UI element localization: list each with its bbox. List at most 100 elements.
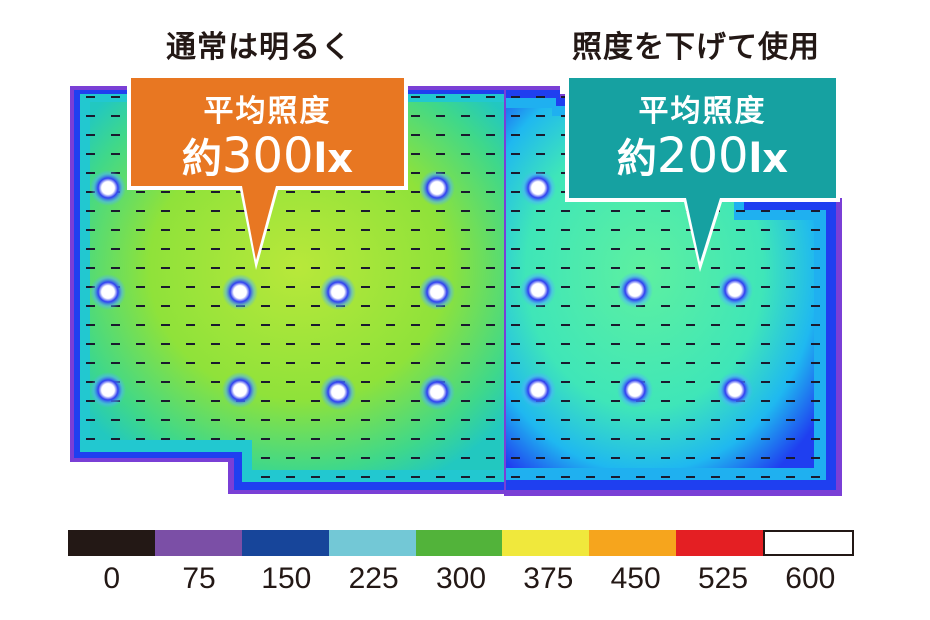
grid-dash bbox=[711, 362, 720, 364]
grid-dash bbox=[511, 381, 520, 383]
grid-dash bbox=[661, 381, 670, 383]
grid-dash bbox=[361, 286, 370, 288]
grid-dash bbox=[111, 115, 120, 117]
grid-dash bbox=[486, 324, 495, 326]
grid-dash bbox=[486, 191, 495, 193]
grid-dash bbox=[786, 267, 795, 269]
grid-dash bbox=[361, 267, 370, 269]
grid-dash bbox=[161, 419, 170, 421]
grid-dash bbox=[311, 191, 320, 193]
grid-dash bbox=[311, 248, 320, 250]
grid-dash bbox=[86, 96, 95, 98]
grid-dash bbox=[361, 210, 370, 212]
grid-dash bbox=[486, 381, 495, 383]
grid-dash bbox=[336, 343, 345, 345]
grid-dash bbox=[86, 400, 95, 402]
grid-dash bbox=[336, 457, 345, 459]
grid-dash bbox=[511, 172, 520, 174]
light-fixture bbox=[419, 274, 455, 310]
grid-dash bbox=[486, 286, 495, 288]
grid-dash bbox=[761, 362, 770, 364]
grid-dash bbox=[586, 362, 595, 364]
grid-dash bbox=[311, 381, 320, 383]
grid-dash bbox=[761, 381, 770, 383]
grid-dash bbox=[411, 172, 420, 174]
legend-swatch bbox=[676, 530, 764, 556]
grid-dash bbox=[336, 438, 345, 440]
grid-dash bbox=[461, 305, 470, 307]
grid-dash bbox=[711, 457, 720, 459]
grid-dash bbox=[111, 343, 120, 345]
grid-dash bbox=[186, 305, 195, 307]
grid-dash bbox=[586, 438, 595, 440]
grid-dash bbox=[536, 476, 545, 478]
grid-dash bbox=[361, 381, 370, 383]
grid-dash bbox=[186, 210, 195, 212]
grid-dash bbox=[186, 191, 195, 193]
grid-dash bbox=[786, 248, 795, 250]
grid-dash bbox=[211, 343, 220, 345]
grid-dash bbox=[461, 96, 470, 98]
grid-dash bbox=[611, 476, 620, 478]
grid-dash bbox=[811, 362, 820, 364]
grid-dash bbox=[136, 438, 145, 440]
legend-tick-label: 225 bbox=[348, 562, 399, 595]
grid-dash bbox=[411, 248, 420, 250]
grid-dash bbox=[161, 362, 170, 364]
light-fixture bbox=[222, 274, 258, 310]
color-scale-legend bbox=[68, 530, 855, 556]
grid-dash bbox=[286, 476, 295, 478]
grid-dash bbox=[186, 419, 195, 421]
grid-dash bbox=[811, 400, 820, 402]
grid-dash bbox=[586, 210, 595, 212]
grid-dash bbox=[186, 324, 195, 326]
grid-dash bbox=[636, 476, 645, 478]
grid-dash bbox=[686, 248, 695, 250]
grid-dash bbox=[111, 153, 120, 155]
grid-dash bbox=[386, 248, 395, 250]
grid-dash bbox=[786, 419, 795, 421]
grid-dash bbox=[661, 343, 670, 345]
grid-dash bbox=[261, 438, 270, 440]
grid-dash bbox=[786, 324, 795, 326]
grid-dash bbox=[236, 362, 245, 364]
grid-dash bbox=[536, 96, 545, 98]
grid-dash bbox=[486, 96, 495, 98]
grid-dash bbox=[811, 343, 820, 345]
grid-dash bbox=[536, 324, 545, 326]
grid-dash bbox=[511, 96, 520, 98]
grid-dash bbox=[811, 286, 820, 288]
grid-dash bbox=[161, 438, 170, 440]
grid-dash bbox=[686, 324, 695, 326]
legend-tick-label: 150 bbox=[261, 562, 312, 595]
light-fixture bbox=[419, 170, 455, 206]
grid-dash bbox=[236, 343, 245, 345]
grid-dash bbox=[511, 362, 520, 364]
grid-dash bbox=[311, 210, 320, 212]
grid-dash bbox=[711, 286, 720, 288]
grid-dash bbox=[786, 457, 795, 459]
grid-dash bbox=[636, 210, 645, 212]
callout-left-unit: lx bbox=[313, 136, 354, 182]
grid-dash bbox=[261, 419, 270, 421]
grid-dash bbox=[236, 210, 245, 212]
grid-dash bbox=[161, 400, 170, 402]
grid-dash bbox=[86, 343, 95, 345]
grid-dash bbox=[386, 400, 395, 402]
grid-dash bbox=[636, 267, 645, 269]
grid-dash bbox=[436, 248, 445, 250]
light-fixture bbox=[520, 170, 556, 206]
grid-dash bbox=[486, 267, 495, 269]
grid-dash bbox=[311, 362, 320, 364]
grid-dash bbox=[711, 248, 720, 250]
grid-dash bbox=[211, 305, 220, 307]
grid-dash bbox=[386, 343, 395, 345]
light-fixture bbox=[617, 272, 653, 308]
grid-dash bbox=[236, 248, 245, 250]
grid-dash bbox=[86, 324, 95, 326]
grid-dash bbox=[636, 324, 645, 326]
grid-dash bbox=[136, 324, 145, 326]
light-fixture bbox=[520, 272, 556, 308]
grid-dash bbox=[211, 381, 220, 383]
grid-dash bbox=[536, 419, 545, 421]
